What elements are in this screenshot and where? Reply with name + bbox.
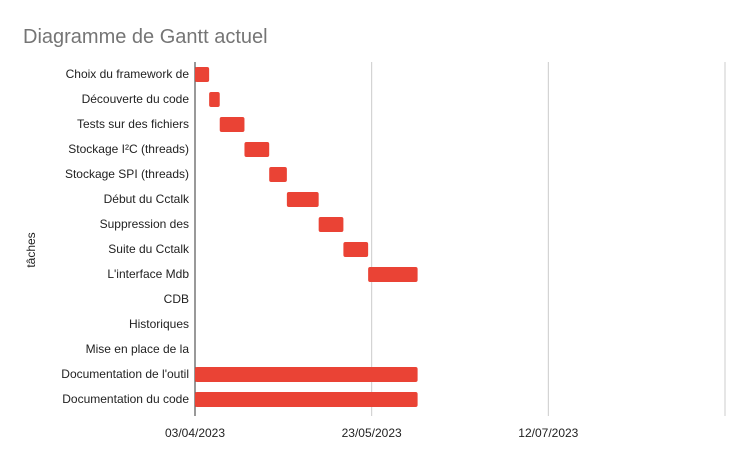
task-label: Historiques [129,317,189,331]
task-label: Découverte du code [82,92,190,106]
x-tick-labels: 03/04/2023 23/05/2023 12/07/2023 [165,426,579,440]
task-label: Début du Cctalk [104,192,190,206]
y-axis-title: tâches [24,232,38,267]
task-labels: Choix du framework de Découverte du code T… [61,67,190,406]
task-label: Suppression des [100,217,189,231]
chart-title: Diagramme de Gantt actuel [23,26,268,48]
task-bar [286,192,319,207]
task-bar [244,142,270,157]
task-label: Choix du framework de [66,67,190,81]
task-bar [318,217,344,232]
task-label: Documentation du code [62,392,189,406]
task-bar [195,392,418,407]
task-bar [368,267,418,282]
x-tick-label: 23/05/2023 [342,426,402,440]
task-label: Stockage SPI (threads) [65,167,189,181]
gridlines [194,62,726,416]
task-bar [195,367,418,382]
task-label: CDB [164,292,189,306]
task-label: Stockage I²C (threads) [68,142,189,156]
task-label: Documentation de l'outil [61,367,189,381]
task-bar [195,67,210,82]
x-tick-label: 03/04/2023 [165,426,225,440]
task-bar [219,117,245,132]
task-label: Suite du Cctalk [108,242,190,256]
task-label: Tests sur des fichiers [77,117,189,131]
task-bar [209,92,220,107]
task-label: L'interface Mdb [107,267,189,281]
task-bars [195,67,418,407]
task-bar [343,242,369,257]
task-label: Mise en place de la [86,342,190,356]
x-tick-label: 12/07/2023 [518,426,578,440]
task-bar [269,167,287,182]
